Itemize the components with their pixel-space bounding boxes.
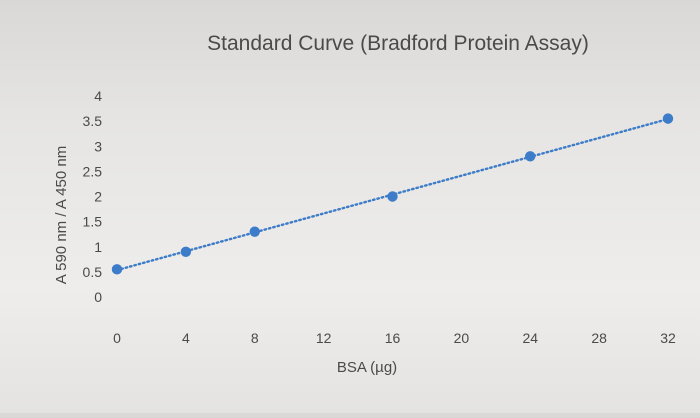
y-tick-label: 1 [94, 239, 102, 255]
y-tick-label: 1.5 [83, 214, 103, 230]
y-tick-label: 2.5 [83, 163, 103, 179]
data-point [525, 151, 536, 162]
y-axis-label: A 590 nm / A 450 nm [53, 146, 70, 284]
data-point [662, 113, 674, 124]
y-tick-label: 3 [94, 138, 102, 154]
data-point [111, 264, 123, 275]
y-tick-label: 0 [94, 289, 102, 305]
y-tick-label: 4 [94, 88, 102, 104]
x-tick-label: 24 [522, 330, 538, 346]
x-axis-ticks: 0 4 8 12 16 20 24 28 32 [113, 330, 676, 346]
data-points [111, 113, 674, 275]
chart-title: Standard Curve (Bradford Protein Assay) [207, 32, 589, 55]
x-tick-label: 8 [251, 330, 259, 346]
data-point [249, 226, 260, 237]
x-tick-label: 32 [660, 330, 676, 346]
y-axis-ticks: 0 0.5 1 1.5 2 2.5 3 3.5 4 [83, 88, 103, 305]
x-tick-label: 20 [454, 330, 470, 346]
y-tick-label: 0.5 [83, 264, 103, 280]
y-tick-label: 3.5 [83, 113, 103, 129]
x-tick-label: 12 [316, 330, 332, 346]
x-tick-label: 28 [591, 330, 607, 346]
data-point [387, 191, 398, 202]
y-tick-label: 2 [94, 189, 102, 205]
x-tick-label: 16 [385, 330, 401, 346]
x-tick-label: 4 [182, 330, 190, 346]
x-axis-label: BSA (µg) [337, 359, 397, 376]
x-tick-label: 0 [113, 330, 121, 346]
data-point [180, 246, 192, 257]
